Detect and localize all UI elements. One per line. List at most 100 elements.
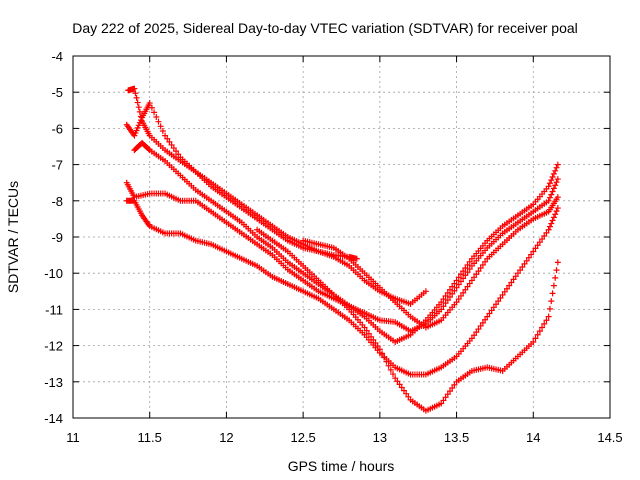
x-tick-label: 11 (66, 430, 80, 445)
data-point (438, 299, 445, 306)
data-point (422, 288, 429, 295)
data-point (477, 265, 484, 272)
data-point (390, 371, 397, 378)
data-point (462, 265, 469, 272)
data-point (462, 272, 469, 279)
data-point (392, 375, 399, 382)
data-point (396, 381, 403, 388)
data-point (370, 336, 377, 343)
series-track-2 (123, 100, 360, 262)
data-point (453, 299, 460, 306)
data-point (506, 282, 513, 289)
data-point (451, 287, 458, 294)
data-point (501, 288, 508, 295)
data-point (444, 391, 451, 398)
data-point (553, 164, 560, 171)
data-point (554, 194, 561, 201)
data-point (488, 307, 495, 314)
data-point (546, 223, 553, 230)
data-point (549, 290, 556, 297)
data-point (166, 138, 173, 145)
data-point (159, 127, 166, 134)
data-point (368, 333, 375, 340)
data-point (468, 277, 475, 284)
x-tick-label: 13 (373, 430, 387, 445)
data-point (553, 179, 560, 186)
x-tick-label: 12.5 (290, 430, 315, 445)
data-point (353, 255, 360, 262)
data-point (523, 257, 530, 264)
data-point (398, 384, 405, 391)
data-point (451, 381, 458, 388)
data-point (455, 281, 462, 288)
data-point (554, 176, 561, 183)
data-point (479, 261, 486, 268)
data-point (536, 239, 543, 246)
data-point (134, 99, 141, 106)
data-point (462, 286, 469, 293)
data-point (553, 267, 560, 274)
data-point (146, 100, 153, 107)
data-point (372, 340, 379, 347)
data-point (376, 346, 383, 353)
series-track-5 (123, 197, 561, 378)
data-point (164, 135, 171, 142)
data-point (464, 269, 471, 276)
data-point (446, 388, 453, 395)
data-point (534, 242, 541, 249)
data-point (475, 268, 482, 275)
data-point (405, 393, 412, 400)
data-point (499, 291, 506, 298)
data-point (403, 390, 410, 397)
data-point (438, 400, 445, 407)
data-point (455, 296, 462, 303)
data-point (521, 260, 528, 267)
data-point (387, 366, 394, 373)
data-point (493, 301, 500, 308)
data-point (539, 236, 546, 243)
data-point (153, 114, 160, 121)
x-tick-label: 12 (219, 430, 233, 445)
data-point (554, 259, 561, 266)
data-point (552, 274, 559, 281)
data-point (519, 263, 526, 270)
y-tick-label: -6 (51, 121, 63, 136)
data-point (482, 258, 489, 265)
data-point (473, 271, 480, 278)
x-tick-label: 11.5 (138, 430, 162, 445)
data-point (400, 387, 407, 394)
data-point (155, 118, 162, 125)
data-point (145, 146, 152, 153)
data-point (374, 343, 381, 350)
data-point (466, 280, 473, 287)
series-track-4 (123, 176, 561, 335)
data-point (490, 304, 497, 311)
axis-ticks: 11 11.5 12 12.5 13 13.5 14 14.5 -4 -5 -6 -7 -8 -9 -10 -… (44, 49, 622, 445)
data-point (457, 271, 464, 278)
data-point (440, 303, 447, 310)
data-point (442, 394, 449, 401)
y-tick-label: -8 (51, 194, 63, 209)
data-point (442, 292, 449, 299)
data-point (363, 327, 370, 334)
data-point (550, 170, 557, 177)
y-axis-label: SDTVAR / TECUs (5, 181, 21, 293)
data-point (365, 330, 372, 337)
data-point (517, 267, 524, 274)
y-tick-label: -14 (44, 411, 63, 426)
y-tick-label: -5 (51, 85, 63, 100)
y-tick-label: -12 (44, 339, 63, 354)
data-point (549, 188, 556, 195)
data-point (394, 378, 401, 385)
data-point (545, 226, 552, 233)
x-tick-label: 14 (526, 430, 540, 445)
data-point (451, 280, 458, 287)
data-point (477, 322, 484, 329)
data-point (514, 270, 521, 277)
x-tick-label: 13.5 (444, 430, 469, 445)
data-point (453, 277, 460, 284)
data-point (479, 319, 486, 326)
data-point (545, 313, 552, 320)
data-point (133, 94, 140, 101)
